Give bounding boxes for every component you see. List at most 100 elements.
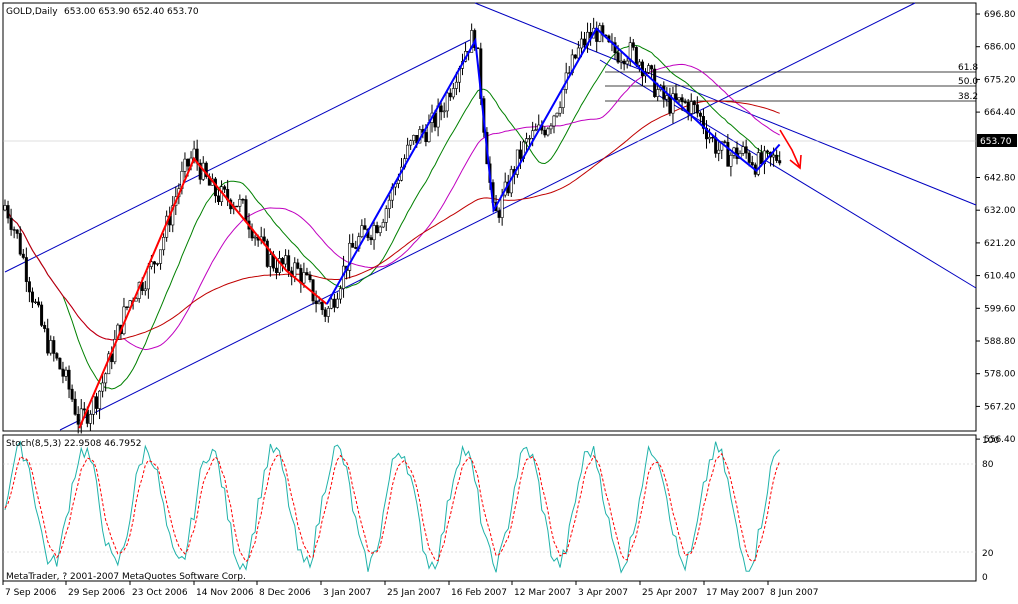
candle[interactable]: [198, 159, 202, 185]
candle[interactable]: [412, 134, 416, 145]
candle[interactable]: [619, 52, 623, 70]
candle[interactable]: [217, 187, 221, 205]
candle[interactable]: [152, 260, 156, 274]
candle[interactable]: [30, 287, 34, 309]
candle[interactable]: [573, 54, 577, 60]
candle[interactable]: [73, 391, 77, 416]
candle[interactable]: [281, 257, 285, 272]
candle[interactable]: [67, 365, 71, 399]
candle[interactable]: [3, 199, 7, 212]
candle[interactable]: [622, 58, 626, 71]
candle[interactable]: [729, 152, 733, 177]
candle[interactable]: [156, 262, 160, 267]
candle[interactable]: [223, 184, 227, 194]
candle[interactable]: [439, 101, 443, 121]
candle[interactable]: [302, 262, 306, 288]
candle[interactable]: [40, 301, 44, 327]
candle[interactable]: [701, 108, 705, 135]
candle[interactable]: [6, 200, 10, 224]
candle[interactable]: [171, 196, 175, 233]
candle[interactable]: [561, 88, 565, 114]
candle[interactable]: [381, 218, 385, 229]
candle[interactable]: [497, 207, 501, 223]
candle[interactable]: [265, 238, 269, 268]
candle[interactable]: [274, 258, 278, 280]
candle[interactable]: [244, 195, 248, 222]
candle[interactable]: [15, 229, 19, 239]
candle[interactable]: [741, 141, 745, 156]
candle[interactable]: [558, 101, 562, 117]
candle[interactable]: [323, 307, 327, 323]
candle[interactable]: [33, 298, 37, 304]
candle[interactable]: [52, 336, 56, 362]
candle[interactable]: [332, 293, 336, 313]
candle[interactable]: [82, 402, 86, 416]
candle[interactable]: [49, 335, 53, 356]
candle[interactable]: [58, 357, 62, 370]
candle[interactable]: [95, 392, 99, 415]
candle[interactable]: [88, 410, 92, 431]
candle[interactable]: [125, 306, 129, 311]
candle[interactable]: [363, 218, 367, 230]
candle[interactable]: [726, 133, 730, 167]
candle[interactable]: [43, 321, 47, 333]
candle[interactable]: [747, 150, 751, 167]
candle[interactable]: [534, 123, 538, 132]
candle[interactable]: [354, 240, 358, 250]
candle[interactable]: [159, 249, 163, 270]
candle[interactable]: [12, 226, 16, 239]
candle[interactable]: [549, 123, 553, 135]
candle[interactable]: [18, 226, 22, 256]
candle[interactable]: [238, 194, 242, 213]
candle[interactable]: [552, 114, 556, 134]
candle[interactable]: [775, 149, 779, 163]
candle[interactable]: [101, 373, 105, 398]
candle[interactable]: [650, 64, 654, 78]
candle[interactable]: [37, 297, 41, 308]
candle[interactable]: [61, 361, 65, 384]
candle[interactable]: [46, 318, 50, 356]
candle[interactable]: [104, 372, 108, 392]
candle[interactable]: [335, 292, 339, 309]
candle[interactable]: [671, 86, 675, 124]
candle[interactable]: [445, 89, 449, 118]
candle[interactable]: [665, 87, 669, 107]
candle[interactable]: [756, 147, 760, 177]
candle[interactable]: [360, 219, 364, 239]
candle[interactable]: [338, 285, 342, 304]
stochastic-panel[interactable]: Stoch(8,5,3) 22.9508 46.7952 MetaTrader,…: [2, 434, 977, 582]
candle[interactable]: [762, 145, 766, 175]
candle[interactable]: [387, 194, 391, 219]
candle[interactable]: [296, 258, 300, 270]
candle[interactable]: [515, 149, 519, 178]
candle[interactable]: [683, 98, 687, 104]
candle[interactable]: [442, 102, 446, 118]
candle[interactable]: [55, 352, 59, 361]
candle[interactable]: [24, 247, 28, 292]
candle[interactable]: [235, 205, 239, 208]
candle[interactable]: [143, 280, 147, 296]
candle[interactable]: [546, 127, 550, 137]
candle[interactable]: [76, 406, 80, 434]
candle[interactable]: [576, 41, 580, 61]
candle[interactable]: [674, 83, 678, 102]
candle[interactable]: [375, 221, 379, 234]
candle[interactable]: [284, 249, 288, 268]
candle[interactable]: [21, 248, 25, 260]
candle[interactable]: [98, 390, 102, 420]
candle[interactable]: [204, 161, 208, 179]
candle[interactable]: [348, 234, 352, 279]
candle[interactable]: [162, 233, 166, 256]
candle[interactable]: [241, 198, 245, 204]
candle[interactable]: [543, 126, 547, 138]
candle[interactable]: [409, 139, 413, 150]
candle[interactable]: [27, 276, 31, 303]
candle[interactable]: [64, 366, 68, 381]
candle[interactable]: [9, 208, 13, 236]
candlesticks[interactable]: [3, 17, 782, 434]
candle[interactable]: [555, 112, 559, 118]
candle[interactable]: [744, 139, 748, 159]
candle[interactable]: [677, 97, 681, 104]
